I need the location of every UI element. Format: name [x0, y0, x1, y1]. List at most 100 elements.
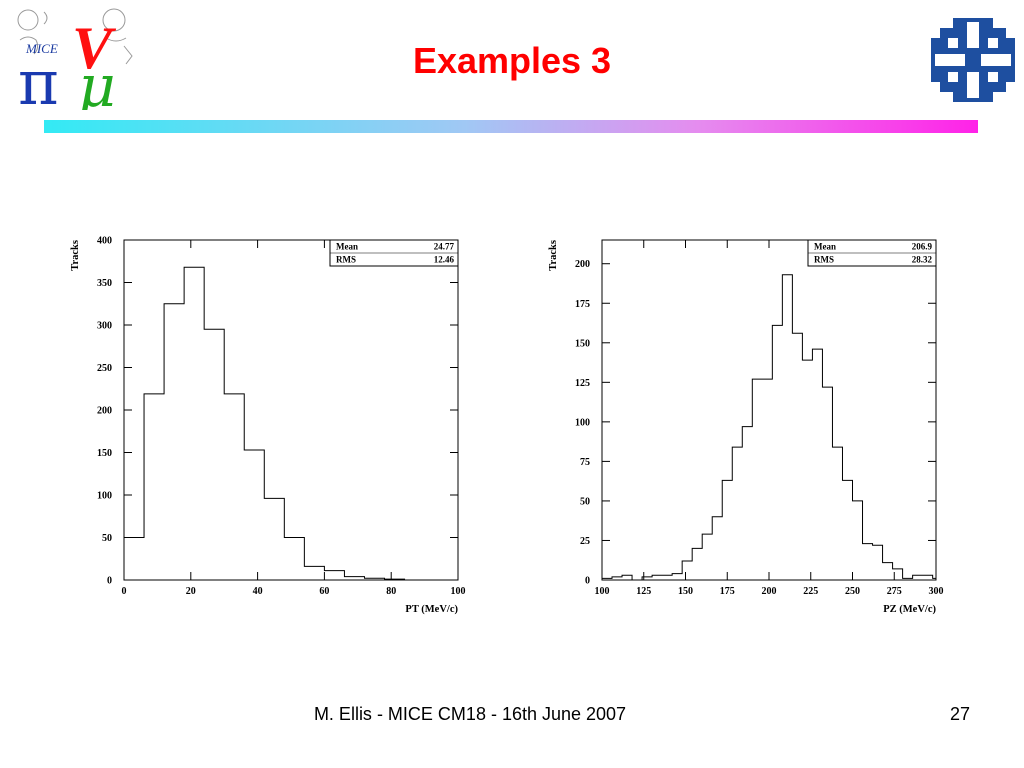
histogram-bin [923, 575, 933, 580]
stats-label: Mean [336, 242, 358, 252]
histogram-bin [612, 577, 622, 580]
x-tick-label: 100 [451, 586, 466, 597]
stats-value: 28.32 [912, 255, 933, 265]
histogram-bin [913, 575, 923, 580]
histogram-bin [244, 450, 264, 580]
y-axis-label: Tracks [70, 240, 81, 271]
histogram-bin [893, 569, 903, 580]
x-tick-label: 300 [929, 586, 944, 597]
y-tick-label: 0 [585, 576, 590, 587]
x-tick-label: 80 [386, 586, 396, 597]
nu-glyph: V [72, 15, 117, 81]
histogram-bin [642, 577, 652, 580]
histogram-bin [264, 498, 284, 580]
x-axis-label: PT (MeV/c) [405, 604, 458, 615]
x-tick-label: 275 [887, 586, 902, 597]
stats-label: Mean [814, 242, 836, 252]
pi-glyph: π [18, 46, 59, 110]
histogram-bin [853, 501, 863, 580]
histogram-bin [692, 548, 702, 580]
histogram-outline [601, 274, 937, 581]
y-tick-label: 50 [580, 496, 590, 507]
y-axis-label: Tracks [548, 240, 559, 271]
y-tick-label: 125 [575, 378, 590, 389]
mice-logo-sketch [17, 8, 133, 65]
mice-logo: MICE π V μ [17, 8, 133, 110]
stats-value: 12.46 [434, 255, 455, 265]
histogram-bin [385, 579, 405, 580]
histogram-bin [284, 538, 304, 581]
histogram-bin [732, 447, 742, 580]
x-tick-label: 60 [319, 586, 329, 597]
histogram-bin [184, 267, 204, 580]
histogram-bin [792, 333, 802, 580]
histogram-bin [224, 394, 244, 580]
histogram-bin [304, 566, 324, 580]
y-tick-label: 0 [107, 576, 112, 587]
histogram-bin [742, 427, 752, 580]
histogram-bin [662, 575, 672, 580]
histogram-bin [682, 561, 692, 580]
histogram-bin [124, 538, 144, 581]
y-tick-label: 50 [102, 533, 112, 544]
pz-histogram: 0 25 50 75 100 125 150 175 200 100 125 150 175 200 225… [548, 239, 944, 615]
histogram-bin [722, 480, 732, 580]
x-tick-label: 20 [186, 586, 196, 597]
histogram-outline [123, 266, 458, 581]
histogram-bin [812, 349, 822, 580]
page-number: 27 [949, 704, 970, 724]
histogram-bin [702, 534, 712, 580]
x-tick-label: 200 [762, 586, 777, 597]
y-tick-label: 300 [97, 321, 112, 332]
x-tick-label: 40 [253, 586, 263, 597]
y-tick-label: 250 [97, 363, 112, 374]
x-tick-label: 150 [678, 586, 693, 597]
histogram-bin [883, 563, 893, 580]
histogram-bin [842, 480, 852, 580]
stats-value: 24.77 [434, 242, 455, 252]
histogram-bin [164, 304, 184, 580]
histogram-bin [672, 574, 682, 580]
y-tick-label: 200 [575, 259, 590, 270]
histogram-bin [622, 575, 632, 580]
title-divider-bar [44, 120, 978, 133]
histogram-bin [144, 394, 164, 580]
histogram-bin [204, 329, 224, 580]
y-tick-label: 150 [575, 338, 590, 349]
stats-label: RMS [814, 255, 834, 265]
histogram-bin [863, 544, 873, 580]
x-axis-label: PZ (MeV/c) [883, 604, 936, 615]
pt-histogram: 0 50 100 150 200 250 300 350 400 0 20 40 60 80 100 Mean… [70, 236, 466, 616]
y-tick-label: 400 [97, 236, 112, 247]
histogram-bin [752, 379, 762, 580]
histogram-bin [344, 577, 364, 580]
histogram-bin [873, 545, 883, 580]
y-tick-label: 25 [580, 536, 590, 547]
histogram-bin [933, 578, 936, 580]
histogram-bin [364, 578, 384, 580]
y-tick-label: 100 [97, 491, 112, 502]
slide-footer: M. Ellis - MICE CM18 - 16th June 2007 [313, 704, 627, 724]
stats-value: 206.9 [912, 242, 933, 252]
y-tick-label: 150 [97, 448, 112, 459]
x-tick-label: 175 [720, 586, 735, 597]
histogram-bin [782, 275, 792, 580]
histogram-bin [772, 325, 782, 580]
histogram-bin [802, 360, 812, 580]
histogram-bin [832, 447, 842, 580]
histogram-bin [762, 379, 772, 580]
stats-label: RMS [336, 255, 356, 265]
x-tick-label: 225 [803, 586, 818, 597]
mu-glyph: μ [78, 52, 116, 110]
histogram-bin [602, 578, 612, 580]
x-tick-label: 100 [595, 586, 610, 597]
histogram-bin [324, 571, 344, 580]
slide-title: Examples 3 [412, 40, 612, 81]
y-tick-label: 175 [575, 299, 590, 310]
x-tick-label: 125 [636, 586, 651, 597]
y-tick-label: 200 [97, 406, 112, 417]
fermilab-logo [931, 18, 1015, 102]
histogram-bin [822, 387, 832, 580]
histogram-bin [903, 578, 913, 580]
mice-logo-text: MICE [25, 41, 58, 56]
